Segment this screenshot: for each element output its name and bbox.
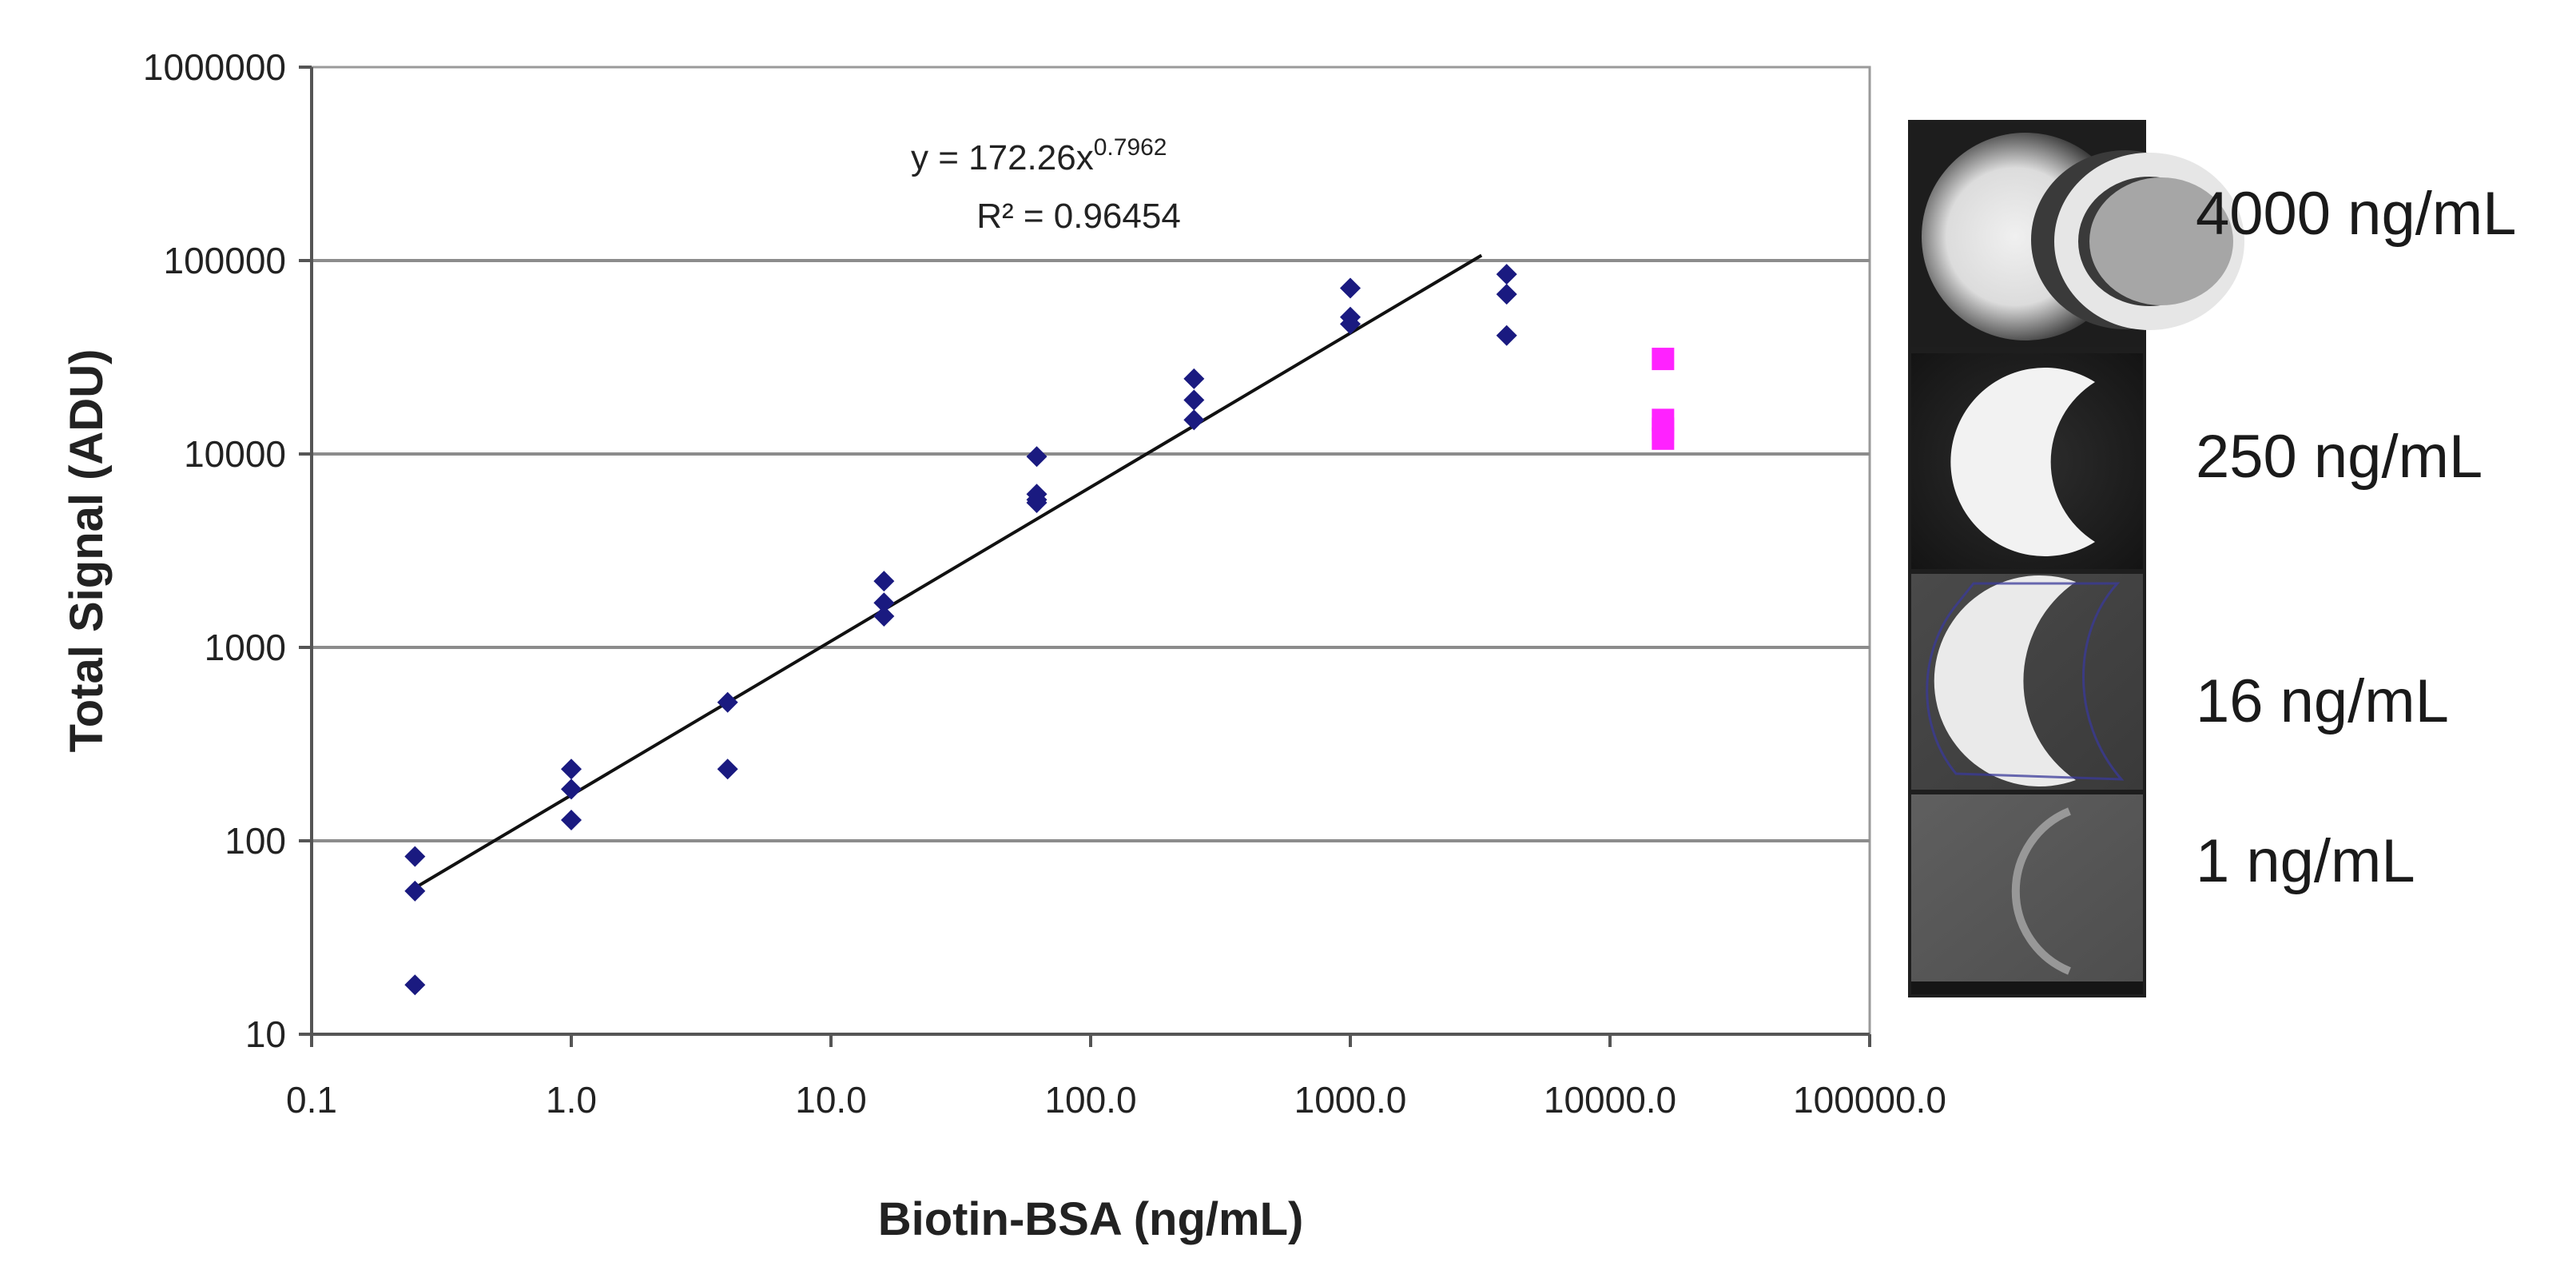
data-point — [1496, 264, 1517, 285]
x-tick-label: 1.0 — [546, 1079, 597, 1121]
panel-image-4000 — [1911, 123, 2244, 347]
plot-frame — [310, 66, 1871, 1036]
outline-trace — [1926, 582, 2125, 781]
strip-bottom-edge — [1911, 981, 2143, 994]
data-point — [1183, 409, 1205, 431]
inner-core — [2089, 177, 2233, 305]
data-point — [717, 691, 738, 713]
data-point — [1496, 324, 1517, 346]
panel-label-1: 1 ng/mL — [2196, 827, 2415, 895]
data-point — [1496, 284, 1517, 305]
x-tick-label: 10.0 — [795, 1079, 867, 1121]
image-strip — [1908, 120, 2244, 997]
data-point — [1340, 277, 1361, 299]
panel-label-250: 250 ng/mL — [2196, 423, 2483, 491]
gridlines — [312, 259, 1870, 842]
panel-image-1 — [1911, 794, 2143, 981]
crescent — [1950, 368, 2095, 557]
data-point — [717, 758, 738, 780]
data-marks — [404, 264, 1675, 996]
data-point — [404, 846, 426, 867]
axis-ticks: 10 100 1000 10000 100000 1000000 0.1 1.0 10.0 100… — [143, 46, 1946, 1121]
data-point — [561, 758, 582, 780]
y-tick-label: 1000 — [205, 627, 286, 668]
y-tick-label: 10 — [245, 1013, 286, 1055]
data-point — [1340, 313, 1361, 335]
data-point — [561, 810, 582, 831]
x-tick-label: 10000.0 — [1544, 1079, 1676, 1121]
x-tick-label: 1000.0 — [1294, 1079, 1407, 1121]
data-point — [873, 592, 895, 614]
x-tick-label: 0.1 — [286, 1079, 337, 1121]
data-point — [1183, 389, 1205, 411]
data-point — [1026, 446, 1047, 468]
panel-label-4000: 4000 ng/mL — [2196, 180, 2516, 248]
y-tick-label: 100 — [225, 820, 286, 862]
panel-image-16 — [1911, 574, 2143, 790]
y-axis-title: Total Signal (ADU) — [61, 349, 113, 753]
data-point — [1183, 368, 1205, 389]
data-point — [404, 880, 426, 902]
faint-crescent — [2011, 807, 2071, 975]
x-axis-title: Biotin-BSA (ng/mL) — [878, 1193, 1304, 1245]
trendline — [414, 253, 1483, 890]
data-point-excluded — [1652, 348, 1675, 371]
equation-base: y = 172.26x — [911, 138, 1094, 177]
equation-text: y = 172.26x0.7962 — [911, 134, 1167, 177]
crescent — [1934, 575, 2076, 786]
data-point — [561, 778, 582, 800]
data-point — [1026, 492, 1047, 513]
r-squared-text: R² = 0.96454 — [976, 197, 1181, 236]
data-point-excluded — [1652, 427, 1675, 450]
y-tick-label: 10000 — [184, 433, 286, 475]
panel-image-250 — [1911, 353, 2143, 569]
equation-exponent: 0.7962 — [1094, 134, 1167, 161]
x-tick-label: 100.0 — [1044, 1079, 1136, 1121]
trendline-group — [414, 253, 1483, 890]
panel-bg — [1911, 794, 2143, 981]
data-point — [873, 605, 895, 627]
y-tick-label: 100000 — [164, 240, 287, 281]
x-tick-label: 100000.0 — [1793, 1079, 1946, 1121]
plot-area: 10 100 1000 10000 100000 1000000 0.1 1.0 10.0 100… — [143, 46, 1946, 1121]
data-point — [873, 571, 895, 592]
data-point — [404, 974, 426, 996]
panel-label-16: 16 ng/mL — [2196, 667, 2449, 735]
trendline-equation: y = 172.26x0.7962 R² = 0.96454 — [911, 134, 1181, 236]
y-tick-label: 1000000 — [143, 46, 286, 88]
